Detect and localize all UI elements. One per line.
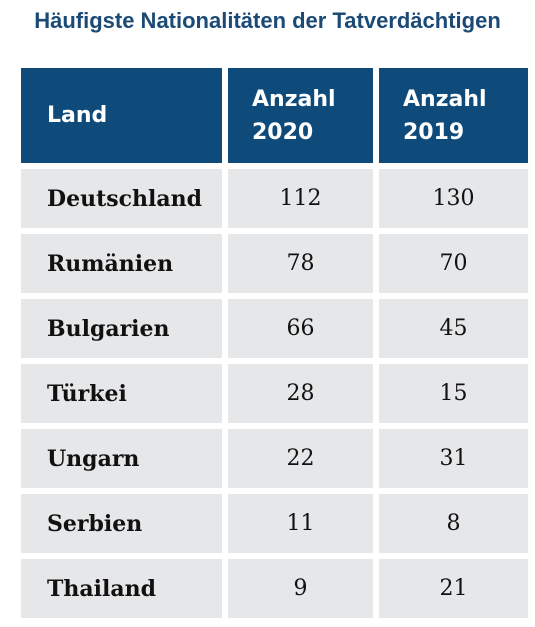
header-anzahl-2020: Anzahl 2020	[228, 68, 373, 163]
row-4-land: Türkei	[21, 364, 222, 423]
nationalities-table: Land Anzahl 2020 Anzahl 2019 Deutschland…	[21, 68, 528, 618]
row-5-land: Ungarn	[21, 429, 222, 488]
row-7-2020: 9	[228, 559, 373, 618]
row-3-2020: 66	[228, 299, 373, 358]
row-2-2019: 70	[379, 234, 528, 293]
header-anzahl-2019: Anzahl 2019	[379, 68, 528, 163]
row-6-2019: 8	[379, 494, 528, 553]
header-anzahl-2019-line1: Anzahl	[403, 86, 487, 112]
header-anzahl-2020-line1: Anzahl	[252, 86, 336, 112]
row-4-2020: 28	[228, 364, 373, 423]
row-1-land: Deutschland	[21, 169, 222, 228]
header-anzahl-2020-line2: 2020	[252, 119, 314, 145]
row-6-land: Serbien	[21, 494, 222, 553]
row-2-2020: 78	[228, 234, 373, 293]
row-1-2020: 112	[228, 169, 373, 228]
row-4-2019: 15	[379, 364, 528, 423]
row-3-2019: 45	[379, 299, 528, 358]
row-1-2019: 130	[379, 169, 528, 228]
row-7-2019: 21	[379, 559, 528, 618]
row-7-land: Thailand	[21, 559, 222, 618]
header-land-label: Land	[47, 103, 108, 128]
row-6-2020: 11	[228, 494, 373, 553]
header-land: Land	[21, 68, 222, 163]
table-title: Häufigste Nationalitäten der Tatverdächt…	[34, 8, 501, 33]
row-5-2020: 22	[228, 429, 373, 488]
header-anzahl-2019-line2: 2019	[403, 119, 465, 145]
row-2-land: Rumänien	[21, 234, 222, 293]
row-3-land: Bulgarien	[21, 299, 222, 358]
row-5-2019: 31	[379, 429, 528, 488]
